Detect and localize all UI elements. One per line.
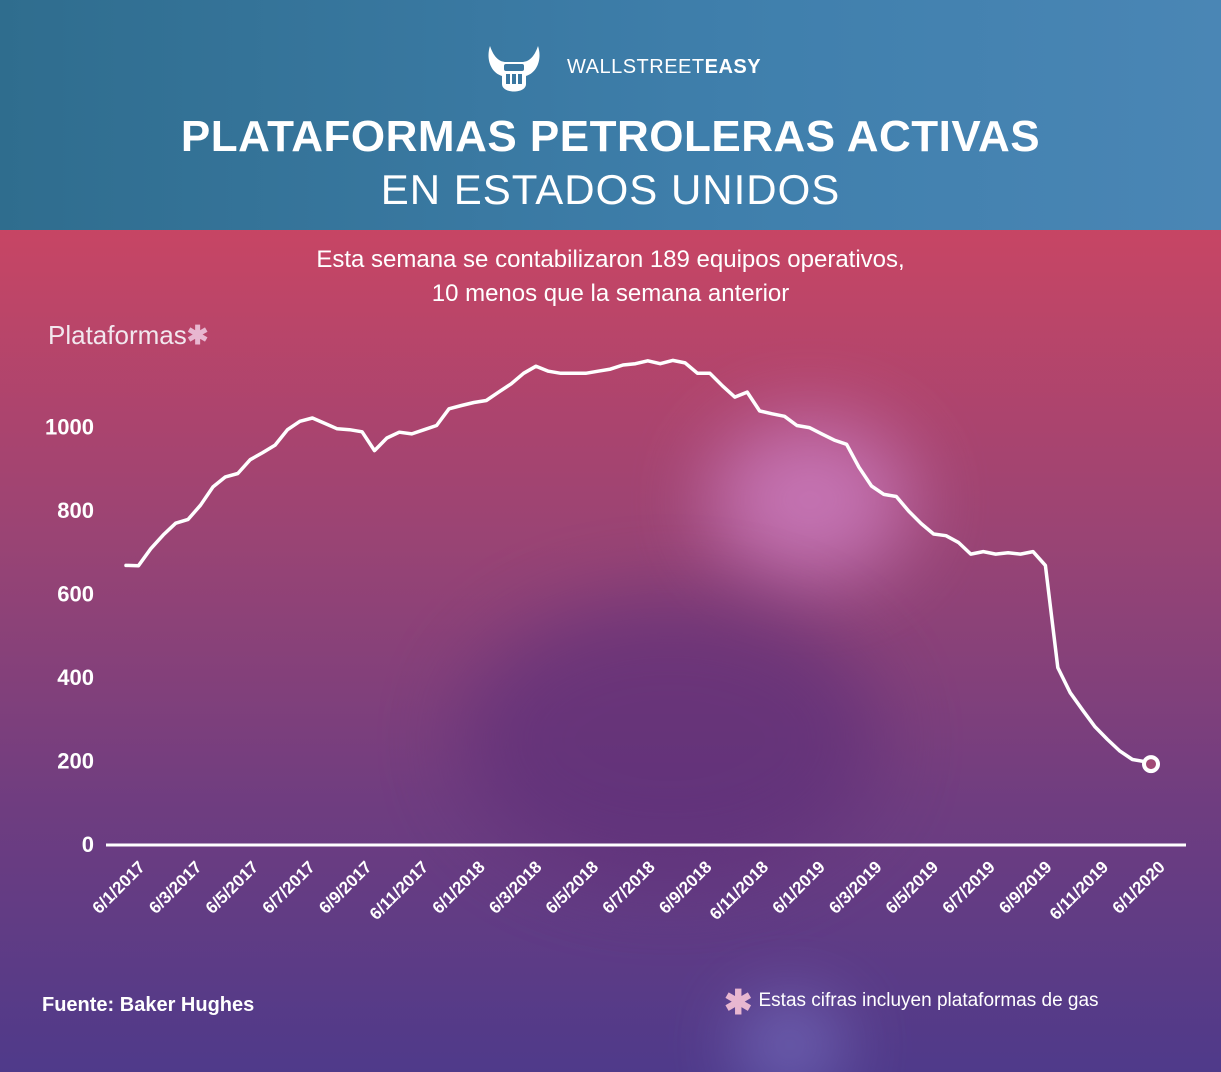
x-tick-label: 6/3/2019 — [825, 857, 885, 917]
asterisk-icon: ✱ — [186, 320, 209, 350]
asterisk-icon: ✱ — [724, 984, 753, 1022]
y-tick-label: 1000 — [45, 415, 94, 440]
header-banner: WALLSTREETEASY PLATAFORMAS PETROLERAS AC… — [0, 0, 1221, 230]
x-tick-label: 6/1/2019 — [769, 857, 829, 917]
x-tick-label: 6/1/2018 — [429, 857, 489, 917]
last-data-point-marker — [1142, 755, 1160, 774]
brand-name: WALLSTREETEASY — [567, 56, 762, 78]
bg-glow-light — [745, 1010, 835, 1072]
x-tick-label: 6/11/2019 — [1046, 857, 1112, 923]
x-tick-label: 6/3/2018 — [485, 857, 545, 917]
x-tick-label: 6/11/2017 — [366, 857, 432, 923]
x-tick-label: 6/7/2019 — [939, 857, 999, 917]
y-tick-label: 0 — [82, 832, 94, 857]
subtitle-line-1: Esta semana se contabilizaron 189 equipo… — [316, 246, 905, 273]
y-tick-label: 400 — [57, 665, 94, 690]
x-tick-label: 6/5/2019 — [882, 857, 942, 917]
x-tick-label: 6/5/2018 — [542, 857, 602, 917]
page-title-line2: EN ESTADOS UNIDOS — [380, 166, 841, 213]
bg-glow-rig — [460, 600, 880, 880]
x-tick-label: 6/7/2017 — [259, 857, 319, 917]
footnote: ✱ Estas cifras incluyen plataformas de ga… — [724, 984, 1099, 1022]
x-tick-label: 6/1/2017 — [89, 857, 149, 917]
subtitle-line-2: 10 menos que la semana anterior — [431, 280, 790, 307]
y-tick-label: 600 — [57, 582, 94, 607]
y-axis-label: Plataformas✱ — [48, 320, 209, 350]
x-tick-label: 6/5/2017 — [202, 857, 262, 917]
bull-fist-logo-icon — [488, 46, 540, 92]
x-tick-label: 6/7/2018 — [599, 857, 659, 917]
rig-count-line — [124, 358, 1153, 766]
bg-glow-sun — [710, 420, 910, 580]
x-tick-label: 6/11/2018 — [706, 857, 772, 923]
source-note: Fuente: Baker Hughes — [42, 994, 255, 1016]
page-title: PLATAFORMAS PETROLERAS ACTIVAS — [180, 112, 1041, 161]
y-tick-label: 200 — [57, 749, 94, 774]
x-tick-label: 6/3/2017 — [145, 857, 205, 917]
x-tick-label: 6/1/2020 — [1109, 857, 1169, 917]
y-tick-label: 800 — [57, 498, 94, 523]
